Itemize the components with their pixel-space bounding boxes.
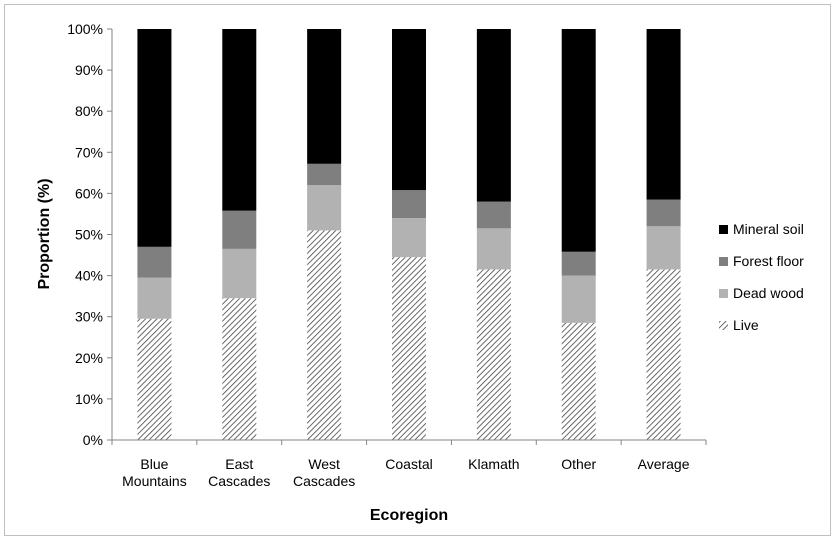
bar-mineral-soil-blue-mountains (137, 29, 172, 247)
bar-forest-floor-coastal (392, 190, 426, 219)
bar-live-other (561, 322, 596, 440)
bar-dead-wood-other (561, 275, 596, 323)
bar-dead-wood-coastal (392, 218, 426, 258)
bar-dead-wood-east-cascades (222, 248, 257, 299)
legend-swatch-live (719, 321, 728, 330)
bar-mineral-soil-west-cascades (307, 29, 342, 164)
legend: Mineral soil Forest floor Dead wood Live (719, 221, 804, 333)
bar-live-average (646, 269, 681, 440)
x-tick-label-west-cascades: West Cascades (293, 456, 355, 489)
y-tick-label: 30% (75, 309, 103, 325)
legend-label-live: Live (733, 317, 759, 333)
axis-layer: 0% 10% 20% 30% 40% 50% 60% 70% 80% 90% 100% Blue Mou… (67, 21, 707, 489)
y-tick-label: 80% (75, 103, 103, 119)
legend-label-mineral-soil: Mineral soil (733, 221, 804, 237)
bar-live-klamath (476, 269, 511, 440)
bar-forest-floor-other (561, 251, 596, 276)
bar-mineral-soil-east-cascades (222, 29, 257, 211)
bar-mineral-soil-coastal (392, 29, 426, 191)
y-tick-label: 100% (67, 21, 103, 37)
bar-dead-wood-west-cascades (307, 185, 342, 231)
legend-swatch-mineral-soil (719, 225, 728, 234)
bar-mineral-soil-average (646, 29, 681, 200)
bar-live-east-cascades (222, 298, 257, 440)
bar-forest-floor-klamath (476, 201, 511, 229)
y-tick-label: 70% (75, 144, 103, 160)
y-tick-label: 90% (75, 62, 103, 78)
bar-dead-wood-blue-mountains (137, 277, 172, 319)
bar-live-coastal (392, 257, 426, 440)
bar-mineral-soil-klamath (476, 29, 511, 202)
legend-swatch-forest-floor (719, 257, 728, 266)
bar-live-blue-mountains (137, 318, 172, 440)
x-tick-label-other: Other (561, 456, 596, 472)
bar-live-west-cascades (307, 230, 342, 440)
legend-label-dead-wood: Dead wood (733, 285, 804, 301)
bar-dead-wood-average (646, 226, 681, 270)
bar-forest-floor-average (646, 199, 681, 227)
y-tick-label: 0% (83, 432, 103, 448)
y-tick-label: 10% (75, 391, 103, 407)
bar-forest-floor-west-cascades (307, 163, 342, 186)
y-tick-label: 50% (75, 227, 103, 243)
bar-forest-floor-east-cascades (222, 210, 257, 249)
x-tick-label-klamath: Klamath (468, 456, 519, 472)
y-tick-label: 60% (75, 185, 103, 201)
y-axis-title: Proportion (%) (36, 178, 53, 289)
bars-layer (137, 29, 681, 440)
legend-label-forest-floor: Forest floor (733, 253, 804, 269)
x-axis-title: Ecoregion (370, 507, 448, 524)
x-tick-label-coastal: Coastal (385, 456, 432, 472)
bar-mineral-soil-other (561, 29, 596, 252)
x-tick-label-blue-mountains: Blue Mountains (122, 456, 187, 489)
x-tick-label-average: Average (638, 456, 690, 472)
bar-forest-floor-blue-mountains (137, 246, 172, 278)
bar-dead-wood-klamath (476, 228, 511, 270)
y-tick-label: 20% (75, 350, 103, 366)
y-tick-label: 40% (75, 268, 103, 284)
legend-swatch-dead-wood (719, 289, 728, 298)
x-tick-label-east-cascades: East Cascades (208, 456, 270, 489)
